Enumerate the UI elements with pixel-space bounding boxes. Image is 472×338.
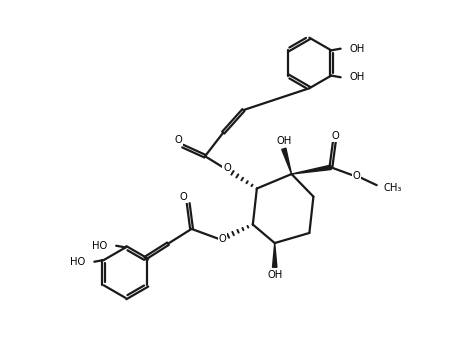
Text: OH: OH	[277, 137, 292, 146]
Text: CH₃: CH₃	[383, 183, 402, 193]
Text: O: O	[331, 131, 339, 141]
Text: O: O	[223, 163, 231, 173]
Text: OH: OH	[350, 44, 365, 54]
Text: O: O	[175, 135, 183, 145]
Text: O: O	[219, 234, 227, 244]
Text: OH: OH	[350, 72, 365, 82]
Text: OH: OH	[267, 270, 282, 280]
Text: O: O	[353, 171, 361, 182]
Polygon shape	[272, 243, 277, 267]
Polygon shape	[292, 165, 331, 174]
Text: HO: HO	[92, 241, 107, 251]
Text: HO: HO	[70, 257, 85, 267]
Text: O: O	[179, 192, 187, 202]
Polygon shape	[282, 148, 292, 174]
